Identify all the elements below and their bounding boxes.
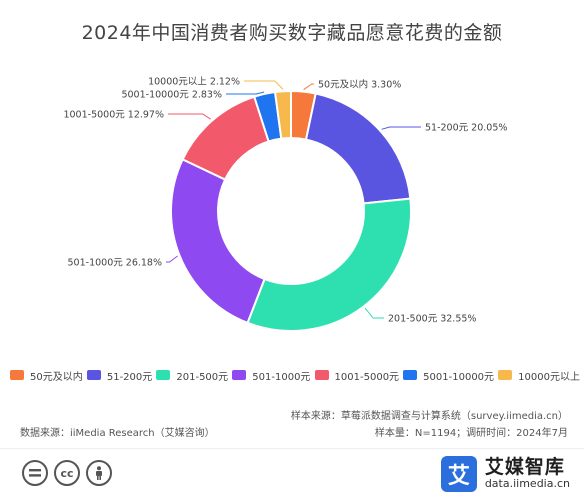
- legend-swatch-5: [403, 370, 418, 380]
- data-label-2: 201-500元 32.55%: [388, 314, 476, 325]
- data-label-3: 501-1000元 26.18%: [68, 258, 162, 269]
- brand-name: 艾媒智库: [484, 456, 565, 479]
- data-label-1: 51-200元 20.05%: [425, 123, 507, 134]
- chart-title: 2024年中国消费者购买数字藏品愿意花费的金额: [81, 22, 503, 44]
- cc-icon: cc: [54, 460, 80, 486]
- footer-divider: [0, 448, 584, 449]
- legend-label-3: 501-1000元: [252, 371, 311, 383]
- legend-item-3: 501-1000元: [232, 368, 310, 383]
- data-label-0: 50元及以内 3.30%: [318, 79, 401, 91]
- legend-item-1: 51-200元: [86, 368, 153, 383]
- chart-legend: 50元及以内 51-200元 201-500元 501-1000元 1001-5000元…: [10, 365, 580, 385]
- legend-swatch-3: [232, 370, 247, 380]
- data-label-5: 5001-10000元 2.83%: [121, 90, 222, 101]
- leader-line-0: [303, 83, 314, 91]
- sample-size-note: 样本量：N=1194；调研时间：2024年7月: [374, 428, 568, 439]
- legend-label-6: 10000元以上: [518, 371, 580, 383]
- legend-swatch-4: [314, 370, 329, 380]
- leader-line-4: [168, 113, 211, 120]
- donut-slice-1: [304, 92, 412, 205]
- brand-logo: 艾: [440, 456, 477, 492]
- legend-label-0: 50元及以内: [30, 371, 83, 383]
- legend-swatch-1: [86, 370, 101, 380]
- legend-item-4: 1001-5000元: [314, 368, 400, 383]
- donut-chart: 50元及以内 3.30% 51-200元 20.05% 201-500元 32.55…: [63, 77, 507, 332]
- legend-swatch-2: [156, 370, 171, 380]
- legend-item-6: 10000元以上: [498, 368, 580, 383]
- legend-label-5: 5001-10000元: [423, 371, 495, 383]
- donut-slice-2: [246, 197, 412, 332]
- license-icons: cc: [22, 460, 112, 486]
- legend-item-0: 50元及以内: [10, 368, 83, 383]
- legend-swatch-0: [10, 370, 24, 380]
- sample-source-note: 样本来源：草莓派数据调查与计算系统（survey.iimedia.cn）: [290, 411, 568, 422]
- leader-line-3: [166, 255, 178, 263]
- legend-item-5: 5001-10000元: [403, 368, 494, 383]
- data-label-4: 1001-5000元 12.97%: [63, 110, 164, 121]
- data-label-6: 10000元以上 2.12%: [148, 77, 240, 88]
- brand-block: 艾 艾媒智库 data.iimedia.cn: [440, 456, 570, 492]
- legend-label-2: 201-500元: [176, 371, 229, 383]
- legend-swatch-6: [498, 370, 513, 380]
- legend-label-4: 1001-5000元: [334, 371, 400, 383]
- donut-slice-6: [273, 89, 292, 140]
- brand-url: data.iimedia.cn: [484, 477, 570, 491]
- leader-line-1: [381, 126, 421, 130]
- legend-item-2: 201-500元: [156, 368, 228, 383]
- leader-line-5: [226, 91, 265, 95]
- leader-line-2: [364, 307, 384, 319]
- person-icon: [86, 460, 112, 486]
- data-source-note: 数据来源：iiMedia Research（艾媒咨询）: [20, 428, 215, 439]
- equals-icon: [22, 460, 48, 486]
- legend-label-1: 51-200元: [106, 371, 153, 383]
- leader-line-6: [244, 80, 284, 90]
- donut-slice-3: [170, 158, 266, 325]
